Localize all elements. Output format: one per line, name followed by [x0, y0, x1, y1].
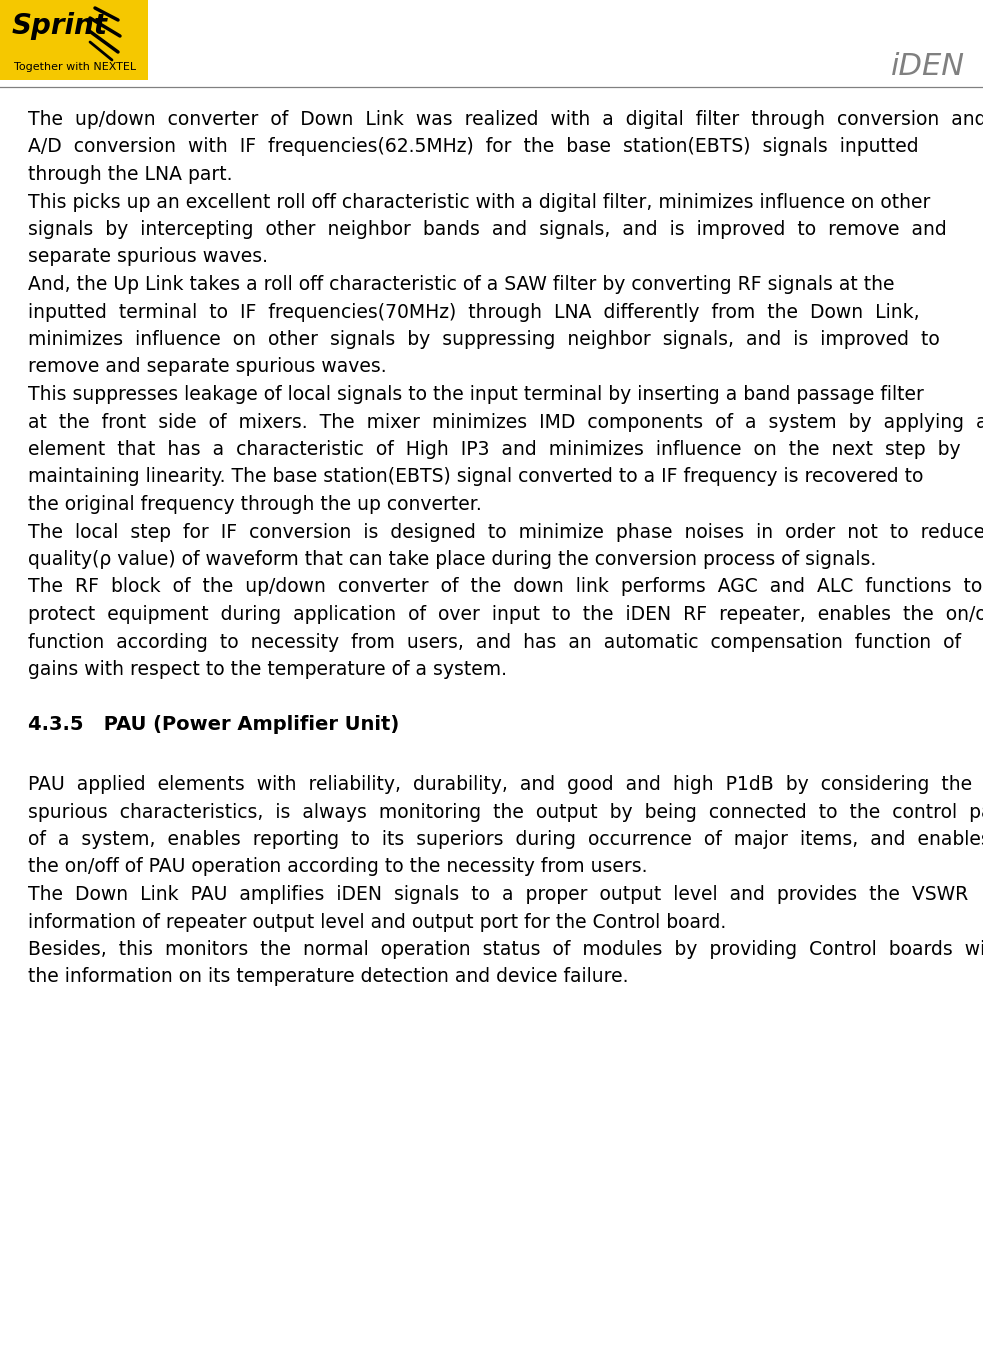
Text: 4.3.5   PAU (Power Amplifier Unit): 4.3.5 PAU (Power Amplifier Unit)	[28, 715, 399, 734]
Text: This suppresses leakage of local signals to the input terminal by inserting a ba: This suppresses leakage of local signals…	[28, 385, 924, 404]
Text: protect  equipment  during  application  of  over  input  to  the  iDEN  RF  rep: protect equipment during application of …	[28, 605, 983, 624]
Text: function  according  to  necessity  from  users,  and  has  an  automatic  compe: function according to necessity from use…	[28, 632, 961, 651]
Text: through the LNA part.: through the LNA part.	[28, 166, 233, 185]
Text: gains with respect to the temperature of a system.: gains with respect to the temperature of…	[28, 660, 507, 678]
Text: iDEN: iDEN	[891, 52, 965, 81]
Text: The  Down  Link  PAU  amplifies  iDEN  signals  to  a  proper  output  level  an: The Down Link PAU amplifies iDEN signals…	[28, 885, 968, 904]
Text: maintaining linearity. The base station(EBTS) signal converted to a IF frequency: maintaining linearity. The base station(…	[28, 468, 923, 487]
Text: separate spurious waves.: separate spurious waves.	[28, 247, 268, 266]
Text: The  local  step  for  IF  conversion  is  designed  to  minimize  phase  noises: The local step for IF conversion is desi…	[28, 522, 983, 541]
Text: Together with NEXTEL: Together with NEXTEL	[14, 62, 136, 72]
Text: the original frequency through the up converter.: the original frequency through the up co…	[28, 495, 482, 514]
Text: PAU  applied  elements  with  reliability,  durability,  and  good  and  high  P: PAU applied elements with reliability, d…	[28, 775, 972, 794]
Text: remove and separate spurious waves.: remove and separate spurious waves.	[28, 357, 386, 376]
Text: inputted  terminal  to  IF  frequencies(70MHz)  through  LNA  differently  from : inputted terminal to IF frequencies(70MH…	[28, 303, 920, 322]
Text: The  up/down  converter  of  Down  Link  was  realized  with  a  digital  filter: The up/down converter of Down Link was r…	[28, 110, 983, 129]
Text: element  that  has  a  characteristic  of  High  IP3  and  minimizes  influence : element that has a characteristic of Hig…	[28, 440, 960, 459]
Text: information of repeater output level and output port for the Control board.: information of repeater output level and…	[28, 912, 726, 931]
Text: spurious  characteristics,  is  always  monitoring  the  output  by  being  conn: spurious characteristics, is always moni…	[28, 802, 983, 821]
Text: quality(ρ value) of waveform that can take place during the conversion process o: quality(ρ value) of waveform that can ta…	[28, 550, 876, 569]
Text: The  RF  block  of  the  up/down  converter  of  the  down  link  performs  AGC : The RF block of the up/down converter of…	[28, 578, 982, 597]
Text: Sprint: Sprint	[12, 12, 108, 39]
Text: minimizes  influence  on  other  signals  by  suppressing  neighbor  signals,  a: minimizes influence on other signals by …	[28, 330, 940, 349]
Text: at  the  front  side  of  mixers.  The  mixer  minimizes  IMD  components  of  a: at the front side of mixers. The mixer m…	[28, 413, 983, 432]
Text: A/D  conversion  with  IF  frequencies(62.5MHz)  for  the  base  station(EBTS)  : A/D conversion with IF frequencies(62.5M…	[28, 137, 919, 156]
Text: the on/off of PAU operation according to the necessity from users.: the on/off of PAU operation according to…	[28, 858, 648, 877]
Text: signals  by  intercepting  other  neighbor  bands  and  signals,  and  is  impro: signals by intercepting other neighbor b…	[28, 220, 947, 239]
Bar	[0, 0, 148, 80]
Text: of  a  system,  enables  reporting  to  its  superiors  during  occurrence  of  : of a system, enables reporting to its su…	[28, 830, 983, 849]
Text: This picks up an excellent roll off characteristic with a digital filter, minimi: This picks up an excellent roll off char…	[28, 193, 930, 212]
Text: Besides,  this  monitors  the  normal  operation  status  of  modules  by  provi: Besides, this monitors the normal operat…	[28, 940, 983, 959]
Text: the information on its temperature detection and device failure.: the information on its temperature detec…	[28, 968, 628, 987]
Text: And, the Up Link takes a roll off characteristic of a SAW filter by converting R: And, the Up Link takes a roll off charac…	[28, 275, 895, 294]
